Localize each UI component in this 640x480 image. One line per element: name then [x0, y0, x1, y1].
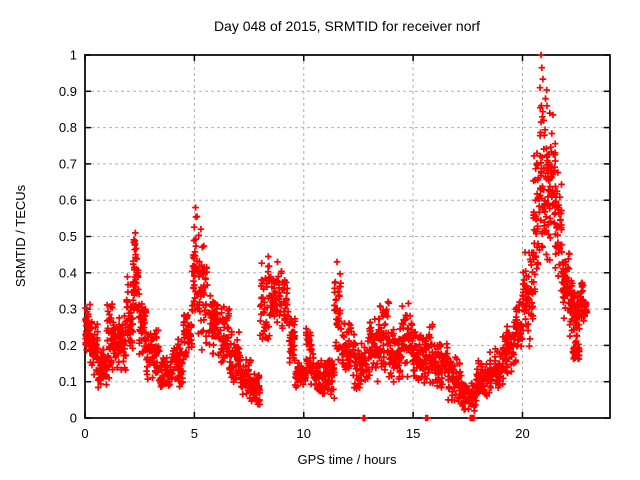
tick-labels: 0 5 10 15 20 0 0.1 0.2 0.3 0.4 0.5 0.6 0.7 0.8 0.9 1	[59, 48, 530, 442]
y-tick-label: 0.3	[59, 302, 77, 317]
scatter-points	[82, 51, 591, 422]
y-tick-label: 0.5	[59, 229, 77, 244]
y-tick-label: 0.4	[59, 265, 77, 280]
x-tick-label: 15	[406, 426, 420, 441]
x-tick-label: 5	[191, 426, 198, 441]
x-axis-label: GPS time / hours	[298, 452, 397, 467]
y-tick-label: 1	[70, 48, 77, 63]
y-tick-label: 0.2	[59, 338, 77, 353]
plot-frame	[84, 54, 611, 419]
y-axis-label: SRMTID / TECUs	[13, 184, 28, 287]
x-tick-label: 20	[515, 426, 529, 441]
y-tick-label: 0.8	[59, 120, 77, 135]
y-tick-label: 0	[70, 411, 77, 426]
axis-labels: Day 048 of 2015, SRMTID for receiver nor…	[13, 18, 480, 467]
y-tick-label: 0.6	[59, 193, 77, 208]
x-tick-label: 10	[297, 426, 311, 441]
y-tick-label: 0.1	[59, 374, 77, 389]
scatter-plus-markers	[82, 51, 591, 422]
x-tick-label: 0	[81, 426, 88, 441]
chart-title: Day 048 of 2015, SRMTID for receiver nor…	[214, 18, 480, 34]
grid-lines	[85, 55, 610, 418]
y-tick-label: 0.7	[59, 156, 77, 171]
y-tick-label: 0.9	[59, 84, 77, 99]
